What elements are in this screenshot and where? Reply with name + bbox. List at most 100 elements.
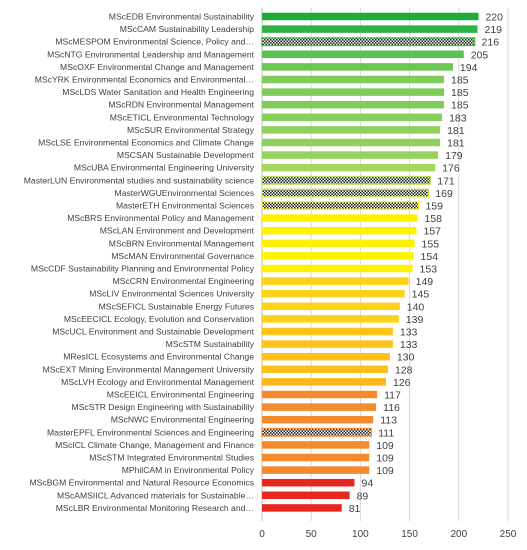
category-label: MScLIV Environmental Sciences University	[89, 289, 254, 299]
data-label: 133	[400, 327, 418, 339]
category-label: MScICL Climate Change, Management and Fi…	[55, 440, 254, 450]
data-label: 176	[442, 163, 460, 175]
data-label: 126	[393, 377, 411, 389]
data-label: 185	[451, 87, 469, 99]
x-axis-ticks: 0 50 100 150 200 250	[259, 529, 517, 540]
category-label: MScCRN Environmental Engineering	[113, 276, 255, 286]
bar	[262, 504, 342, 512]
data-label: 145	[412, 289, 430, 301]
data-label: 139	[406, 314, 424, 326]
data-label: 155	[422, 238, 440, 250]
category-label: MScUCL Environment and Sustainable Devel…	[52, 327, 254, 337]
category-label: MScSTR Design Engineering with Sustainab…	[72, 402, 255, 412]
bar	[261, 175, 431, 185]
category-label: MasterETH Environmental Sciences	[116, 201, 254, 211]
bar	[262, 214, 418, 222]
category-label: MasterLUN Environmental studies and sust…	[24, 175, 254, 185]
data-label: 205	[471, 49, 489, 61]
data-label: 81	[349, 503, 361, 515]
bars	[261, 12, 479, 512]
data-label: 183	[449, 112, 467, 124]
data-label: 220	[485, 12, 503, 24]
bar	[262, 352, 390, 361]
category-label: MScEEICL Environmental Engineering	[107, 390, 255, 400]
bar	[262, 151, 439, 159]
bar	[262, 466, 370, 474]
category-label: MScSTM Integrated Environmental Studies	[89, 453, 254, 463]
bar	[262, 239, 415, 248]
bar	[262, 75, 445, 84]
category-label: MScEXT Mining Environmental Management U…	[43, 364, 255, 374]
category-label: MScSEFICL Sustainable Energy Futures	[99, 301, 254, 311]
bar	[262, 113, 443, 122]
category-label: MScLAN Environment and Development	[100, 226, 255, 236]
data-labels: 2202192162051941851851851831811811791761…	[349, 12, 503, 515]
bar	[262, 415, 374, 424]
category-label: MScETICL Environmental Technology	[110, 112, 255, 122]
data-label: 109	[376, 453, 394, 465]
bar	[261, 188, 429, 198]
data-label: 130	[397, 352, 415, 364]
bar	[262, 340, 393, 348]
data-label: 157	[423, 226, 441, 238]
category-label: MScRDN Environmental Management	[108, 100, 254, 110]
category-label: MScSUR Environmental Strategy	[127, 125, 255, 135]
bar	[262, 277, 409, 285]
data-label: 117	[384, 390, 401, 402]
bar	[261, 201, 420, 210]
category-label: MPhilCAM in Environmental Policy	[122, 465, 255, 475]
bar	[262, 88, 445, 96]
bar	[262, 390, 378, 399]
data-label: 109	[376, 465, 394, 477]
data-label: 169	[435, 188, 453, 200]
data-label: 154	[421, 251, 439, 263]
bar	[262, 50, 464, 59]
data-label: 181	[447, 138, 465, 150]
x-tick-label: 0	[259, 529, 265, 540]
category-label: MScOXF Environmental Change and Manageme…	[60, 62, 255, 72]
bar	[262, 252, 414, 260]
bar	[262, 163, 436, 172]
data-label: 158	[424, 213, 442, 225]
x-tick-label: 200	[450, 529, 467, 540]
x-tick-label: 100	[352, 529, 369, 540]
category-label: MScEDB Environmental Sustainability	[109, 12, 255, 22]
data-label: 153	[420, 264, 438, 276]
data-label: 185	[451, 75, 469, 87]
data-label: 179	[445, 150, 463, 162]
category-label: MScYRK Environmental Economics and Envir…	[35, 75, 254, 85]
category-label: MScCAM Sustainability Leadership	[120, 24, 254, 34]
category-label: MasterWGUEnvironmental Sciences	[115, 188, 254, 198]
data-label: 171	[437, 175, 455, 187]
data-label: 89	[357, 490, 369, 502]
data-label: 128	[395, 364, 413, 376]
category-label: MasterEPFL Environmental Sciences and En…	[47, 427, 254, 437]
category-labels: MScEDB Environmental Sustainability MScCA…	[24, 12, 255, 513]
bar	[262, 126, 441, 134]
bar	[262, 226, 417, 235]
bar	[262, 453, 370, 462]
bar	[262, 378, 386, 386]
bar	[262, 264, 413, 273]
category-label: MResICL Ecosystems and Environmental Cha…	[63, 352, 254, 362]
category-label: MScNTG Environmental Leadership and Mana…	[47, 49, 254, 59]
bar	[261, 37, 476, 47]
bar	[261, 427, 372, 437]
bar	[262, 138, 441, 147]
data-label: 149	[416, 276, 434, 288]
category-label: MScLDS Water Sanitation and Health Engin…	[62, 87, 254, 97]
x-tick-label: 250	[500, 529, 517, 540]
category-label: MSCSAN Sustainable Development	[117, 150, 255, 160]
bar	[262, 25, 478, 33]
category-label: MScMESPOM Environmental Science, Policy …	[55, 37, 254, 47]
data-label: 111	[378, 427, 394, 439]
data-label: 194	[460, 62, 478, 74]
category-label: MScAMSIICL Advanced materials for Sustai…	[57, 490, 254, 500]
data-label: 133	[400, 339, 418, 351]
data-label: 94	[361, 478, 373, 490]
category-label: MScBRS Environmental Policy and Manageme…	[67, 213, 254, 223]
category-label: MScCDF Sustainability Planning and Envir…	[31, 264, 255, 274]
bar	[262, 365, 388, 374]
category-label: MScSTM Sustainability	[166, 339, 255, 349]
